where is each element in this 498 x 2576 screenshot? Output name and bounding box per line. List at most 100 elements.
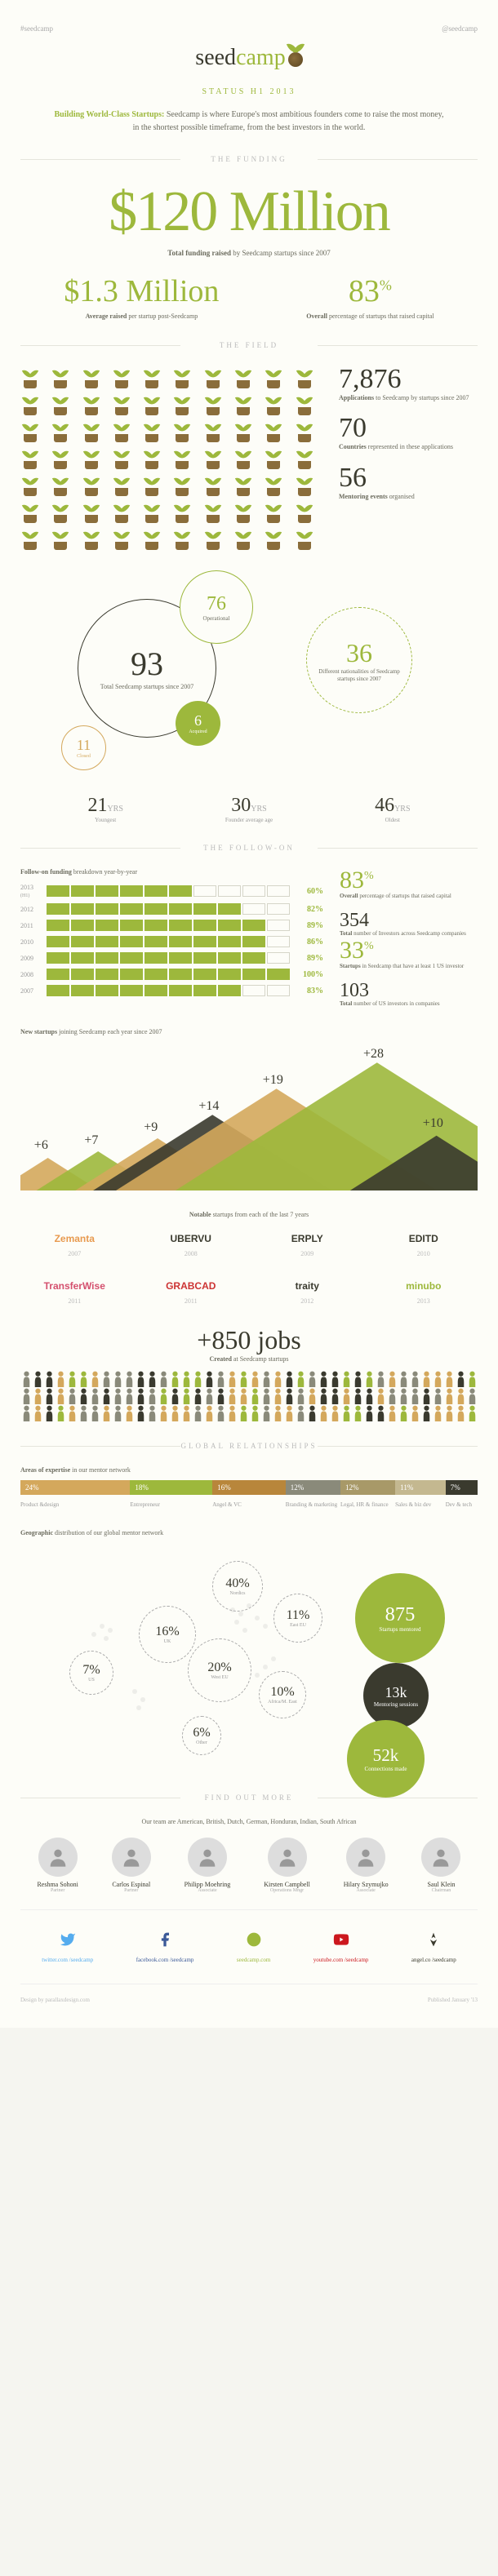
notable-startup: traity2012 [253,1278,362,1305]
social-link[interactable]: youtube.com /seedcamp [313,1926,369,1963]
social-link[interactable]: facebook.com /seedcamp [136,1926,194,1963]
seedling-icon [82,527,101,550]
person-icon [261,1388,272,1404]
person-icon [136,1405,146,1421]
person-icon [227,1388,238,1404]
seedling-icon [264,527,283,550]
person-icon [227,1405,238,1421]
person-icon [204,1388,215,1404]
age-stat: 21YRSYoungest [87,795,122,823]
seedling-icon [233,527,253,550]
seedling-icon [142,419,162,442]
seedling-icon [233,473,253,496]
avg-raised: $1.3 Million [64,273,219,309]
seedling-icon [142,500,162,523]
person-icon [261,1405,272,1421]
seedling-icon [295,527,314,550]
social-link[interactable]: seedcamp.com [237,1926,270,1963]
person-icon [387,1371,398,1387]
person-icon [353,1371,363,1387]
person-icon [444,1388,455,1404]
notable-startup: ERPLY2009 [253,1230,362,1257]
person-icon [284,1405,295,1421]
person-icon [170,1388,180,1404]
person-icon [273,1405,283,1421]
expertise-segment: 12% [286,1480,340,1495]
year-row: 2013(H1)60% [20,884,323,898]
person-icon [330,1388,340,1404]
seedling-icon [112,392,131,415]
person-icon [273,1388,283,1404]
expertise-label: Sales & biz dev [395,1501,446,1509]
geo-circle: 16%UK [139,1606,196,1663]
seedling-icon [112,419,131,442]
person-icon [410,1388,420,1404]
avatar-icon [38,1838,78,1877]
status-line: STATUS H1 2013 [20,87,478,96]
person-icon [21,1371,32,1387]
person-icon [364,1405,375,1421]
person-icon [433,1388,443,1404]
seedling-icon [51,527,70,550]
section-findout: FIND OUT MORE [20,1793,478,1802]
mountains-chart: +6+7+9+14+19+28+10 [20,1060,478,1190]
seedling-icon [142,473,162,496]
person-icon [227,1371,238,1387]
person-icon [44,1405,55,1421]
person-icon [353,1388,363,1404]
team-member: Kirsten CampbellOperations Mngr [264,1838,310,1893]
seedling-icon [82,419,101,442]
seedling-icon [51,366,70,388]
person-icon [318,1405,329,1421]
person-icon [307,1388,318,1404]
person-icon [341,1405,352,1421]
avatar-icon [421,1838,460,1877]
seedling-icon [172,419,192,442]
seed-icon [288,52,303,67]
person-icon [21,1388,32,1404]
social-link[interactable]: angel.co /seedcamp [411,1926,456,1963]
person-icon [124,1405,135,1421]
person-icon [147,1405,158,1421]
section-field: THE FIELD [20,341,478,349]
peak-label: +9 [144,1120,158,1135]
section-funding: THE FUNDING [20,155,478,163]
seedling-icon [172,527,192,550]
seedling-icon [82,366,101,388]
person-icon [238,1371,249,1387]
footer-right: Published January '13 [428,1997,478,2003]
person-icon [467,1405,478,1421]
age-stat: 30YRSFounder average age [225,795,273,823]
person-icon [330,1371,340,1387]
person-icon [193,1371,203,1387]
person-icon [124,1371,135,1387]
seedling-icon [82,500,101,523]
seedling-icon [203,366,223,388]
social-link[interactable]: twitter.com /seedcamp [42,1926,93,1963]
seedling-icon [233,500,253,523]
person-icon [56,1405,66,1421]
year-row: 2008100% [20,969,323,980]
angel-icon [420,1926,447,1953]
seedling-icon [20,419,40,442]
person-icon [456,1371,466,1387]
person-icon [296,1405,306,1421]
person-icon [193,1388,203,1404]
person-icon [398,1405,409,1421]
person-icon [113,1388,123,1404]
pct-raised-sub: Overall percentage of startups that rais… [306,312,434,321]
peak-label: +19 [263,1073,283,1088]
person-icon [238,1388,249,1404]
year-row: 201189% [20,920,323,931]
seedling-icon [233,392,253,415]
team-row: Reshma SohoniPartnerCarlos EspinalPartne… [20,1838,478,1893]
countries-count: 70 [339,415,478,442]
team-member: Carlos EspinalPartner [112,1838,151,1893]
person-icon [136,1371,146,1387]
seedling-icon [112,527,131,550]
person-icon [330,1405,340,1421]
person-icon [376,1371,386,1387]
seedling-icon [142,366,162,388]
seedling-icon [82,473,101,496]
person-icon [147,1371,158,1387]
